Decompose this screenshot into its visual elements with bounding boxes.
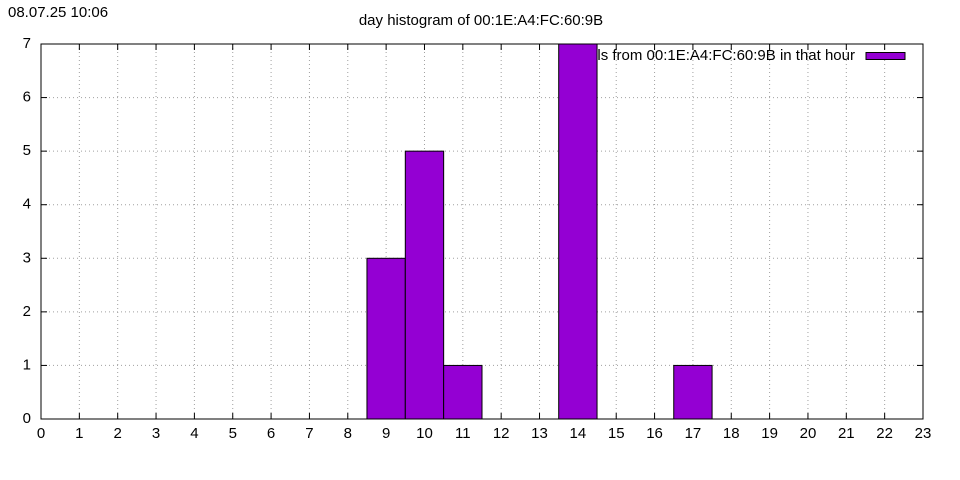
y-tick-label: 0 <box>23 410 31 427</box>
x-tick-label: 10 <box>416 425 433 442</box>
x-tick-label: 14 <box>570 425 587 442</box>
y-tick-label: 7 <box>23 35 31 52</box>
bar <box>366 257 406 420</box>
x-tick-label: 15 <box>608 425 625 442</box>
x-tick-label: 1 <box>75 425 83 442</box>
x-tick-label: 13 <box>531 425 548 442</box>
bar <box>404 150 445 420</box>
y-tick-label: 4 <box>23 196 31 213</box>
x-tick-label: 12 <box>493 425 510 442</box>
x-tick-label: 4 <box>190 425 198 442</box>
legend-label: signals from 00:1E:A4:FC:60:9B in that h… <box>562 47 856 64</box>
x-tick-label: 16 <box>646 425 663 442</box>
x-tick-label: 11 <box>455 425 471 442</box>
x-tick-label: 9 <box>382 425 390 442</box>
x-tick-label: 23 <box>915 425 932 442</box>
y-tick-label: 3 <box>23 249 31 266</box>
x-tick-label: 3 <box>152 425 160 442</box>
x-tick-label: 5 <box>229 425 237 442</box>
bar <box>558 43 598 420</box>
x-tick-label: 18 <box>723 425 740 442</box>
bar <box>443 364 483 420</box>
x-tick-label: 19 <box>761 425 778 442</box>
x-tick-label: 20 <box>800 425 817 442</box>
x-tick-label: 22 <box>876 425 893 442</box>
x-tick-label: 6 <box>267 425 275 442</box>
legend-swatch <box>865 52 906 60</box>
x-tick-label: 7 <box>305 425 313 442</box>
bar <box>673 364 713 420</box>
x-tick-label: 0 <box>37 425 45 442</box>
x-tick-label: 2 <box>114 425 122 442</box>
x-tick-label: 17 <box>685 425 702 442</box>
x-tick-label: 8 <box>344 425 352 442</box>
y-tick-label: 2 <box>23 303 31 320</box>
y-tick-label: 1 <box>23 356 31 373</box>
y-tick-label: 6 <box>23 89 31 106</box>
y-tick-label: 5 <box>23 142 31 159</box>
timestamp: 08.07.25 10:06 <box>8 4 108 21</box>
chart-title: day histogram of 00:1E:A4:FC:60:9B <box>359 12 603 29</box>
x-tick-label: 21 <box>838 425 855 442</box>
